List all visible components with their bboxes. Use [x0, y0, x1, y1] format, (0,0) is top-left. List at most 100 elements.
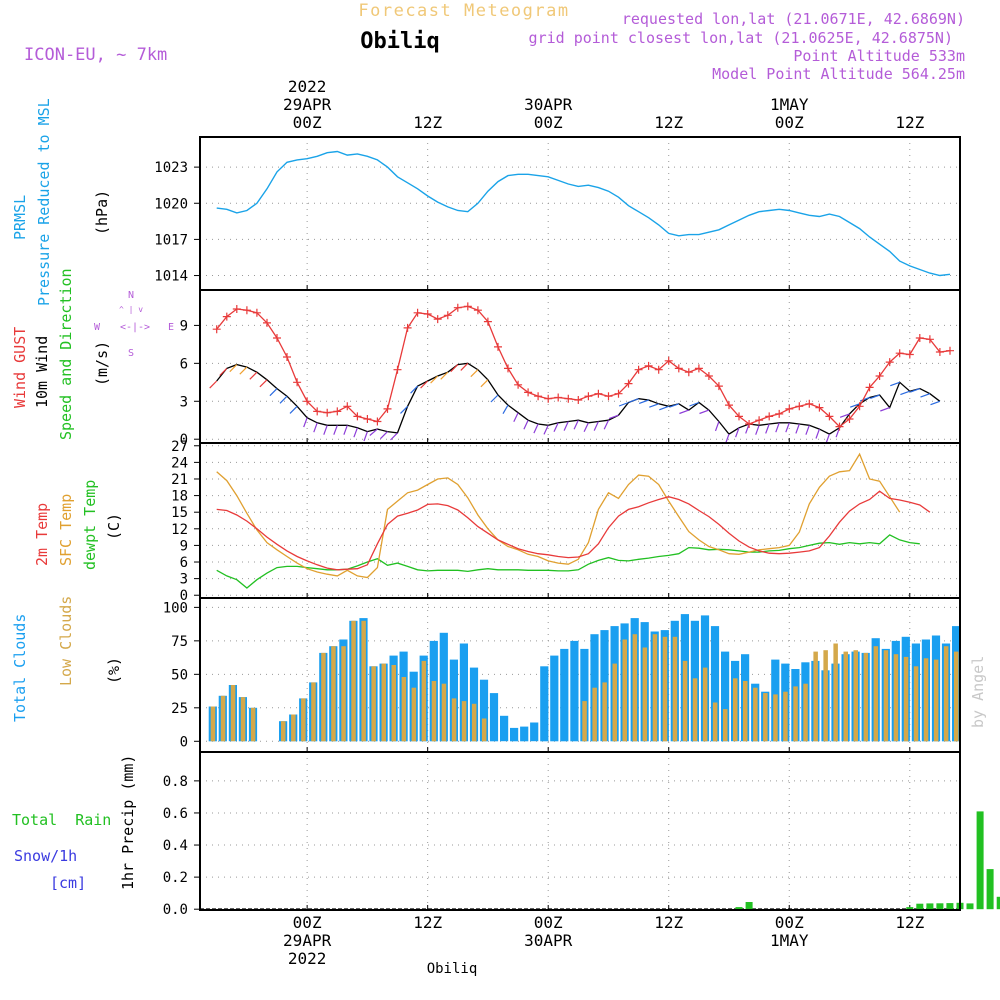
gust-marker-21: [423, 310, 432, 318]
bottom-axis-label-4-l1: 00Z: [775, 913, 804, 932]
low-cloud-bar-52: [723, 709, 728, 742]
pressure-panel-labels: PRMSL Pressure Reduced to MSL (hPa): [11, 98, 111, 306]
pressure-panel: 1014 1017 1020 1023: [154, 136, 961, 291]
wind-arrow-30: [513, 412, 519, 422]
wind-arrow-56: [775, 422, 780, 433]
bottom-axis-label-5-l1: 12Z: [895, 913, 924, 932]
wind-arrow-23: [440, 371, 449, 380]
rain-bar-4: [926, 903, 934, 910]
gust-marker-62: [835, 422, 844, 431]
wind-arrow-50: [714, 421, 720, 432]
precip-ylabel-1: 0.2: [163, 870, 188, 886]
low-cloud-bar-45: [652, 634, 658, 742]
wind-arrow-41: [618, 401, 629, 407]
low-cloud-bar-72: [923, 658, 929, 742]
watermark: by Angel: [969, 656, 987, 728]
wind-arrow-32: [533, 423, 539, 434]
low-cloud-bar-22: [421, 660, 427, 742]
wind-arrow-33: [543, 425, 549, 435]
low-cloud-bar-3: [230, 685, 236, 742]
total-cloud-bar-38: [580, 648, 589, 742]
wind-arrow-16: [369, 428, 378, 436]
wind-arrow-11: [323, 425, 328, 435]
temp-ylabel-3: 9: [180, 538, 188, 554]
gust-marker-10: [313, 407, 322, 416]
top-axis-label-4-l3: 00Z: [775, 113, 804, 132]
wind-arrow-22: [430, 375, 439, 384]
wind-arrow-68: [890, 381, 900, 387]
temp-ylabel-5: 15: [171, 505, 188, 521]
low-cloud-bar-26: [461, 701, 467, 742]
low-cloud-bar-66: [863, 652, 869, 742]
low-cloud-bar-14: [341, 646, 346, 742]
gust-marker-56: [775, 409, 784, 418]
low-cloud-bar-48: [682, 660, 688, 742]
compass-s: S: [128, 348, 134, 359]
top-axis-label-0-l1: 2022: [288, 77, 327, 96]
total-cloud-bar-52: [721, 651, 730, 742]
low-cloud-bar-28: [481, 718, 487, 742]
temp-ylabel-0: 0: [180, 588, 188, 604]
rain-bar-10: [986, 869, 994, 910]
wind-arrow-69: [900, 390, 911, 396]
gust-marker-29: [504, 364, 512, 373]
low-cloud-bar-8: [281, 721, 286, 742]
wind-arrow-61: [825, 433, 830, 444]
gust-marker-40: [614, 389, 623, 398]
gust-marker-9: [303, 397, 312, 406]
wind-arrow-44: [649, 403, 659, 408]
gust-marker-43: [644, 361, 653, 370]
gust-marker-23: [443, 311, 452, 320]
precip-panel-labels: Total Rain Snow/1h [cm] 1hr Precip (mm): [12, 755, 137, 892]
gust-marker-41: [624, 379, 633, 388]
low-cloud-bar-63: [833, 643, 838, 742]
rain-bar-3: [916, 903, 924, 910]
wind-arrow-59: [805, 425, 810, 435]
gust-marker-1: [222, 312, 231, 321]
gust-marker-4: [252, 308, 261, 317]
wind-arrow-37: [583, 422, 589, 433]
total-cloud-bar-35: [550, 655, 559, 742]
low-cloud-bar-15: [351, 620, 356, 742]
wind-arrow-67: [880, 407, 890, 412]
precip-ylabel-3: 0.6: [163, 806, 188, 822]
total-cloud-bar-37: [570, 640, 579, 742]
wind-arrow-26: [470, 369, 479, 378]
low-cloud-bar-65: [853, 650, 858, 742]
wind-arrow-7: [279, 395, 288, 404]
bottom-axis-label-0-l2: 29APR: [283, 931, 332, 950]
wind-unit: (m/s): [93, 341, 111, 386]
pressure-ylabel-0: 1014: [154, 269, 188, 285]
wind-arrow-40: [608, 414, 619, 420]
precip-ylabel-2: 0.4: [163, 838, 188, 854]
low-cloud-bar-68: [883, 650, 889, 742]
wind-ylabel-3: 9: [180, 318, 188, 334]
temp-unit: (C): [105, 513, 123, 540]
gust-marker-22: [433, 315, 442, 324]
low-cloud-bar-1: [210, 706, 216, 742]
compass-ns-glyph: ^ | v: [119, 305, 143, 314]
rain-bar-1: [745, 902, 753, 910]
low-cloud-bar-42: [622, 639, 627, 742]
gust-marker-38: [594, 389, 603, 398]
gust-marker-51: [725, 401, 733, 410]
wind-arrow-51: [725, 433, 730, 444]
gust-marker-50: [714, 382, 723, 391]
wind-arrow-10: [313, 422, 318, 433]
pressure-unit: (hPa): [93, 190, 111, 235]
gust-marker-26: [473, 306, 482, 315]
low-cloud-bar-21: [411, 687, 417, 742]
gust-marker-48: [694, 364, 703, 373]
low-cloud-bar-75: [954, 651, 959, 742]
grid-point: grid point closest lon,lat (21.0625E, 42…: [529, 29, 953, 47]
wind-arrow-25: [460, 362, 469, 371]
precip-ylabel-0: 0.0: [163, 902, 188, 918]
gust-marker-24: [453, 303, 462, 312]
low-cloud-bar-62: [823, 650, 828, 742]
low-cloud-bar-50: [702, 667, 708, 742]
wind-arrow-5: [259, 379, 268, 388]
wind-arrow-49: [699, 409, 710, 415]
wind-arrow-71: [920, 393, 931, 398]
total-cloud-bar-29: [489, 693, 499, 742]
gust-marker-44: [654, 365, 663, 374]
